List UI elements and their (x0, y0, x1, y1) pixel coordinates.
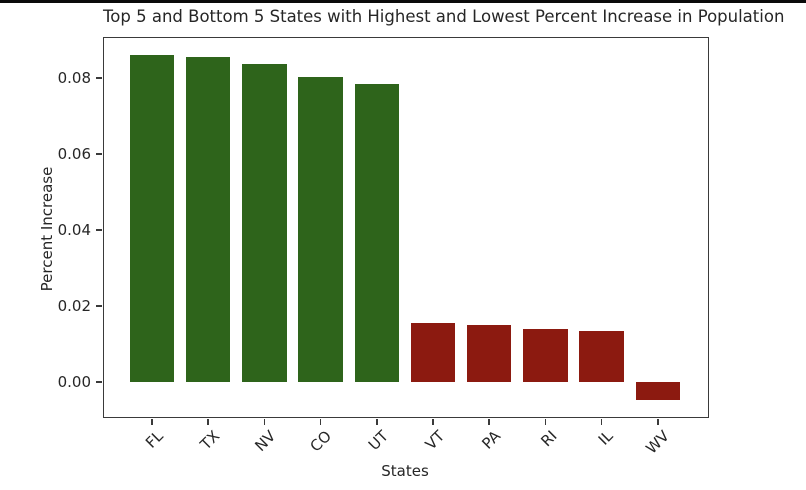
bar-IL (579, 331, 624, 383)
x-tick-label-WV: WV (642, 427, 673, 458)
plot-area: 0.00 0.02 0.04 0.06 0.08 FL TX NV CO UT VT PA RI IL WV (58, 37, 709, 457)
y-tick-mark-0.08 (96, 77, 102, 79)
x-tick-mark-UT (376, 418, 378, 425)
x-tick-mark-RI (544, 418, 547, 425)
x-tick-mark-PA (488, 418, 490, 425)
bar-NV (242, 63, 287, 383)
y-tick-label-0.00: 0.00 (57, 373, 91, 392)
y-tick-mark-0.04 (96, 229, 102, 231)
bar-PA (466, 325, 512, 383)
x-tick-mark-NV (263, 418, 266, 425)
x-tick-label-VT: VT (421, 427, 448, 454)
x-tick-label-RI: RI (536, 427, 561, 451)
x-tick-label-UT: UT (364, 427, 392, 454)
bar-RI (523, 329, 568, 383)
x-tick-mark-TX (207, 418, 209, 425)
y-tick-label-0.02: 0.02 (57, 296, 91, 315)
x-tick-label-TX: TX (196, 427, 223, 454)
bar-WV (635, 382, 681, 400)
x-tick-label-NV: NV (251, 427, 280, 455)
bar-CO (298, 76, 343, 383)
y-tick-mark-0.06 (96, 153, 102, 155)
bar-TX (185, 57, 231, 383)
y-tick-label-0.08: 0.08 (57, 68, 91, 87)
x-tick-label-CO: CO (306, 427, 336, 456)
y-tick-mark-0.00 (96, 381, 102, 383)
x-tick-label-FL: FL (141, 427, 167, 452)
x-axis-label: States (381, 462, 429, 480)
x-tick-mark-WV (657, 418, 659, 425)
x-tick-mark-IL (600, 418, 603, 425)
window-top-edge (0, 0, 806, 3)
x-tick-mark-FL (151, 418, 153, 425)
x-tick-mark-VT (432, 418, 434, 425)
x-tick-mark-CO (319, 418, 322, 425)
bar-UT (354, 83, 400, 382)
chart-title: Top 5 and Bottom 5 States with Highest a… (103, 7, 785, 26)
x-tick-label-PA: PA (478, 427, 504, 453)
y-tick-label-0.04: 0.04 (57, 220, 91, 239)
y-tick-label-0.06: 0.06 (57, 144, 91, 163)
y-tick-mark-0.02 (96, 305, 102, 307)
x-tick-label-IL: IL (594, 427, 617, 449)
bar-VT (410, 323, 456, 382)
bar-FL (129, 55, 175, 382)
